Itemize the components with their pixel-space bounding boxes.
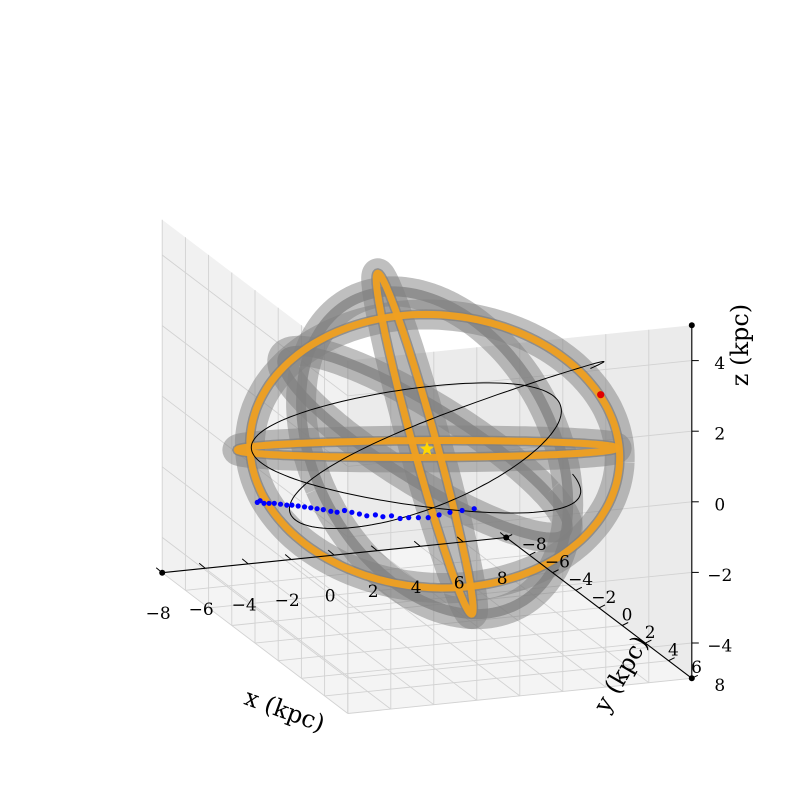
- y-tick-label: −6: [545, 553, 570, 573]
- x-tick-label: 8: [497, 569, 508, 589]
- x-tick-label: −6: [189, 600, 214, 620]
- x-tick-label: 4: [411, 578, 422, 598]
- x-axis-label: x (kpc): [241, 683, 329, 738]
- z-tick-label: 0: [714, 495, 725, 515]
- y-tick: [552, 569, 559, 574]
- x-tick-label: −2: [275, 591, 300, 611]
- stream-star-point: [459, 507, 465, 514]
- x-tick-label: −8: [146, 604, 171, 624]
- gridline: [161, 466, 349, 608]
- stream-star-point: [257, 498, 263, 504]
- stream-star-point: [356, 511, 362, 517]
- stream-star-point: [436, 512, 442, 518]
- y-tick: [645, 639, 652, 644]
- y-tick-label: 0: [622, 605, 633, 625]
- y-tick-label: 8: [714, 676, 725, 696]
- y-tick-label: −2: [591, 588, 616, 608]
- y-tick: [505, 534, 513, 538]
- z-tick-label: −2: [707, 566, 732, 586]
- x-tick-label: 6: [454, 573, 465, 593]
- x-tick: [327, 549, 335, 556]
- z-axis-label: z (kpc): [726, 304, 754, 386]
- x-tick-label: 2: [368, 582, 379, 602]
- orbit-highlight: [372, 269, 477, 618]
- orbit-ensemble: [222, 258, 635, 630]
- stream-star-point: [295, 503, 301, 509]
- stream-star-point: [471, 506, 477, 512]
- gridline: [278, 625, 623, 662]
- x-tick: [284, 554, 292, 560]
- stream-star-point: [341, 507, 348, 514]
- x-tick: [155, 567, 163, 574]
- stream-star-point: [301, 504, 308, 510]
- x-tick: [241, 558, 249, 565]
- y-tick-label: 2: [645, 623, 656, 643]
- stream-star-point: [388, 513, 395, 519]
- stream-star-point: [271, 500, 277, 506]
- gridline: [161, 537, 349, 679]
- gridline: [254, 607, 600, 644]
- stream-star-point: [284, 502, 290, 508]
- stream-star-point: [397, 515, 403, 522]
- stream-star-point: [334, 509, 340, 515]
- z-tick-label: 2: [714, 425, 725, 445]
- orbit-highlight: [246, 310, 624, 592]
- stream-star-point: [266, 500, 272, 506]
- y-tick: [529, 551, 536, 556]
- scatter-marks: [254, 391, 605, 522]
- gridline: [347, 677, 692, 714]
- axis-end-dot: [688, 322, 695, 329]
- gridline: [301, 642, 646, 679]
- stream-star-point: [447, 509, 453, 515]
- y-tick-label: 4: [668, 641, 679, 661]
- x-tick-label: −4: [232, 595, 257, 615]
- x-tick: [456, 536, 464, 543]
- y-tick: [621, 622, 629, 626]
- stream-star-point: [277, 501, 284, 507]
- stream-star-point: [364, 513, 370, 519]
- stream-star-point: [425, 515, 431, 521]
- y-tick-label: −4: [568, 570, 593, 590]
- y-tick: [668, 657, 675, 662]
- x-tick: [198, 562, 206, 569]
- stream-star-point: [349, 509, 355, 515]
- gridline: [347, 642, 692, 679]
- stream-star-point: [289, 502, 295, 508]
- z-tick-label: 4: [714, 354, 725, 374]
- orbit-band: [296, 286, 574, 620]
- x-tick: [370, 545, 378, 552]
- y-tick: [691, 674, 699, 679]
- gridline: [324, 660, 669, 697]
- reference-orbit: [250, 361, 605, 529]
- orbit-highlight: [233, 437, 621, 461]
- y-tick: [598, 604, 606, 609]
- stream-star-point: [380, 514, 386, 520]
- x-tick: [499, 532, 507, 538]
- stream-star-point: [406, 515, 412, 521]
- stream-star-point: [372, 512, 378, 518]
- y-tick-label: 6: [691, 658, 702, 678]
- stream-star-point: [314, 506, 320, 512]
- z-tick-label: −4: [707, 637, 732, 657]
- stream-star-point: [308, 505, 314, 511]
- stream-star-point: [415, 515, 421, 521]
- progenitor-point: [597, 391, 605, 399]
- stream-star-point: [328, 508, 334, 514]
- x-tick-label: 0: [325, 587, 336, 607]
- x-tick: [413, 540, 421, 547]
- galactic-center-star-marker: [419, 441, 435, 456]
- y-tick: [575, 586, 583, 591]
- stream-star-point: [261, 500, 267, 506]
- y-tick-label: −8: [522, 535, 547, 555]
- stream-star-point: [320, 507, 326, 513]
